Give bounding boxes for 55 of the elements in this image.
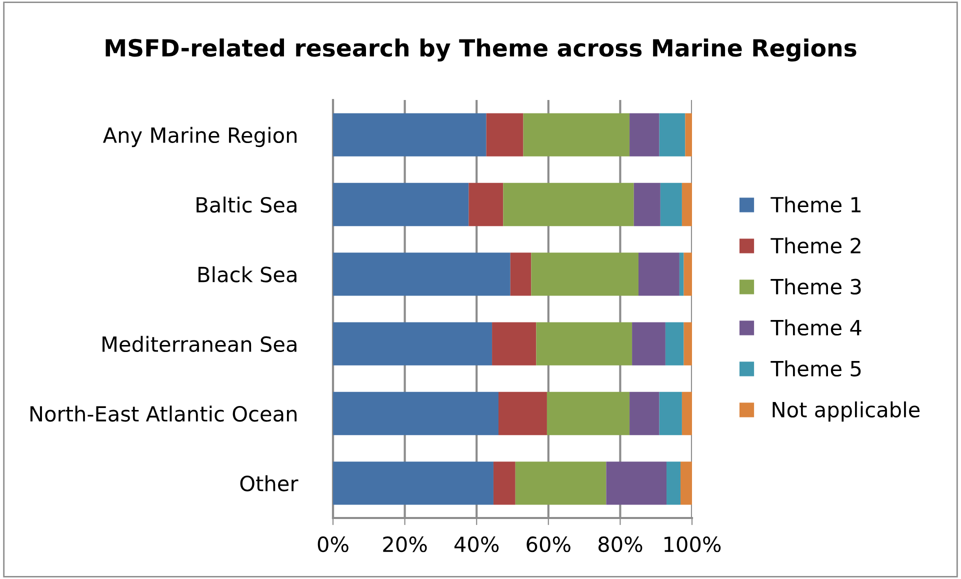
legend-label: Not applicable bbox=[772, 401, 920, 422]
bar bbox=[515, 462, 606, 505]
bar bbox=[333, 322, 492, 366]
bar bbox=[492, 322, 536, 366]
bar bbox=[546, 392, 630, 436]
bar bbox=[684, 322, 692, 366]
bar bbox=[333, 392, 498, 436]
bar bbox=[468, 182, 504, 226]
bar bbox=[536, 322, 632, 366]
bar bbox=[634, 182, 660, 226]
bar bbox=[493, 462, 516, 505]
x-tick-label: 100% bbox=[664, 536, 721, 552]
bar bbox=[333, 182, 469, 226]
legend-label: Theme 2 bbox=[770, 237, 860, 254]
bar bbox=[333, 462, 494, 505]
bar bbox=[632, 322, 666, 366]
bar bbox=[523, 113, 630, 156]
y-tick-label: Mediterranean Sea bbox=[102, 336, 296, 352]
bar bbox=[659, 113, 686, 156]
y-tick-label: Black Sea bbox=[198, 266, 296, 282]
chart-title: MSFD-related research by Theme across Marine Regions bbox=[106, 38, 856, 62]
bar bbox=[682, 392, 692, 436]
y-tick-label: North-East Atlantic Ocean bbox=[30, 406, 297, 422]
bar bbox=[660, 182, 682, 226]
x-tick-label: 60% bbox=[526, 536, 570, 552]
bar bbox=[680, 462, 692, 505]
bar bbox=[333, 252, 510, 296]
x-tick-label: 40% bbox=[454, 536, 499, 552]
y-tick-label: Any Marine Region bbox=[102, 126, 297, 148]
bar bbox=[638, 252, 680, 296]
bar bbox=[659, 392, 682, 436]
legend-label: Theme 5 bbox=[770, 360, 861, 377]
bar bbox=[684, 252, 692, 296]
y-tick-label: Baltic Sea bbox=[196, 196, 296, 213]
bar bbox=[630, 392, 660, 436]
bar bbox=[531, 252, 639, 296]
bar bbox=[666, 462, 681, 505]
bar bbox=[510, 252, 532, 296]
bar bbox=[679, 252, 684, 296]
bar bbox=[498, 392, 547, 436]
bar bbox=[630, 113, 660, 156]
bar bbox=[665, 322, 684, 366]
legend-label: Theme 3 bbox=[770, 278, 861, 295]
x-tick-label: 20% bbox=[383, 536, 427, 552]
bar bbox=[486, 113, 524, 156]
y-tick-label: Other bbox=[240, 475, 298, 492]
bar bbox=[503, 182, 634, 226]
bar bbox=[685, 113, 692, 156]
bar bbox=[333, 113, 486, 156]
x-tick-label: 0% bbox=[318, 536, 348, 552]
bar bbox=[682, 182, 692, 226]
bar bbox=[606, 462, 667, 505]
x-tick-label: 80% bbox=[598, 536, 642, 552]
legend-label: Theme 4 bbox=[770, 319, 862, 336]
legend-label: Theme 1 bbox=[770, 196, 861, 213]
